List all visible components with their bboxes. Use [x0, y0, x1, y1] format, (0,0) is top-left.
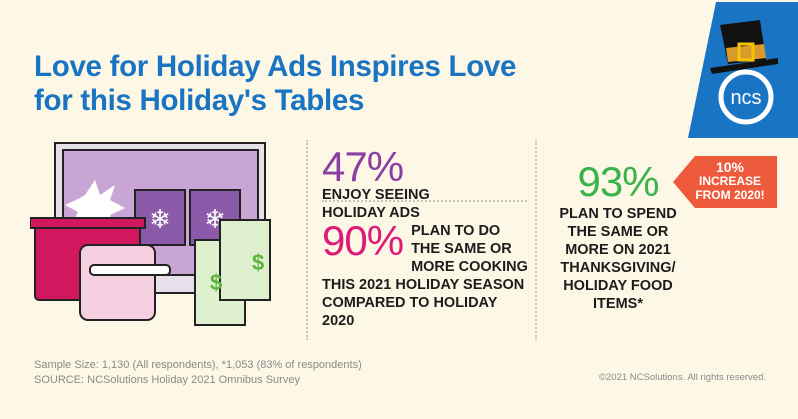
svg-text:$: $ — [252, 250, 264, 275]
svg-text:$: $ — [210, 270, 222, 295]
stat-value: 90% — [322, 217, 404, 264]
stat-spend: 93% PLAN TO SPEND THE SAME OR MORE ON 20… — [548, 158, 688, 313]
ncs-logo: ncs — [686, 0, 798, 140]
title-line-1: Love for Holiday Ads Inspires Love — [34, 50, 517, 83]
footer-notes: Sample Size: 1,130 (All respondents), *1… — [34, 358, 362, 388]
stat-enjoy-ads: 47% ENJOY SEEING HOLIDAY ADS — [322, 143, 432, 222]
stat-cooking: 90% PLAN TO DO THE SAME OR MORE COOKING … — [322, 217, 532, 330]
stat-text: ENJOY SEEING HOLIDAY ADS — [322, 187, 430, 221]
stat-text: PLAN TO SPEND THE SAME OR MORE ON 2021 T… — [559, 206, 677, 312]
svg-text:ncs: ncs — [730, 87, 761, 109]
page-title: Love for Holiday Ads Inspires Love for t… — [34, 50, 516, 118]
stat-value: 93% — [577, 158, 659, 205]
increase-badge-text: 10% INCREASE FROM 2020! — [695, 159, 765, 202]
copyright: ©2021 NCSolutions. All rights reserved. — [599, 372, 766, 383]
pilgrim-hat-icon — [710, 20, 778, 74]
divider-left — [306, 140, 308, 340]
source: SOURCE: NCSolutions Holiday 2021 Omnibus… — [34, 374, 300, 386]
stat-value: 47% — [322, 143, 404, 190]
divider-right — [535, 140, 537, 340]
illustration: ❄ ❄ $ $ — [30, 142, 271, 326]
increase-badge — [673, 156, 777, 208]
svg-text:❄: ❄ — [149, 204, 171, 234]
sample-size: Sample Size: 1,130 (All respondents), *1… — [34, 359, 362, 371]
stat-text: PLAN TO DO THE SAME OR MORE COOKING THIS… — [322, 223, 528, 329]
divider-middle — [322, 200, 527, 202]
title-line-2: for this Holiday's Tables — [34, 84, 365, 117]
